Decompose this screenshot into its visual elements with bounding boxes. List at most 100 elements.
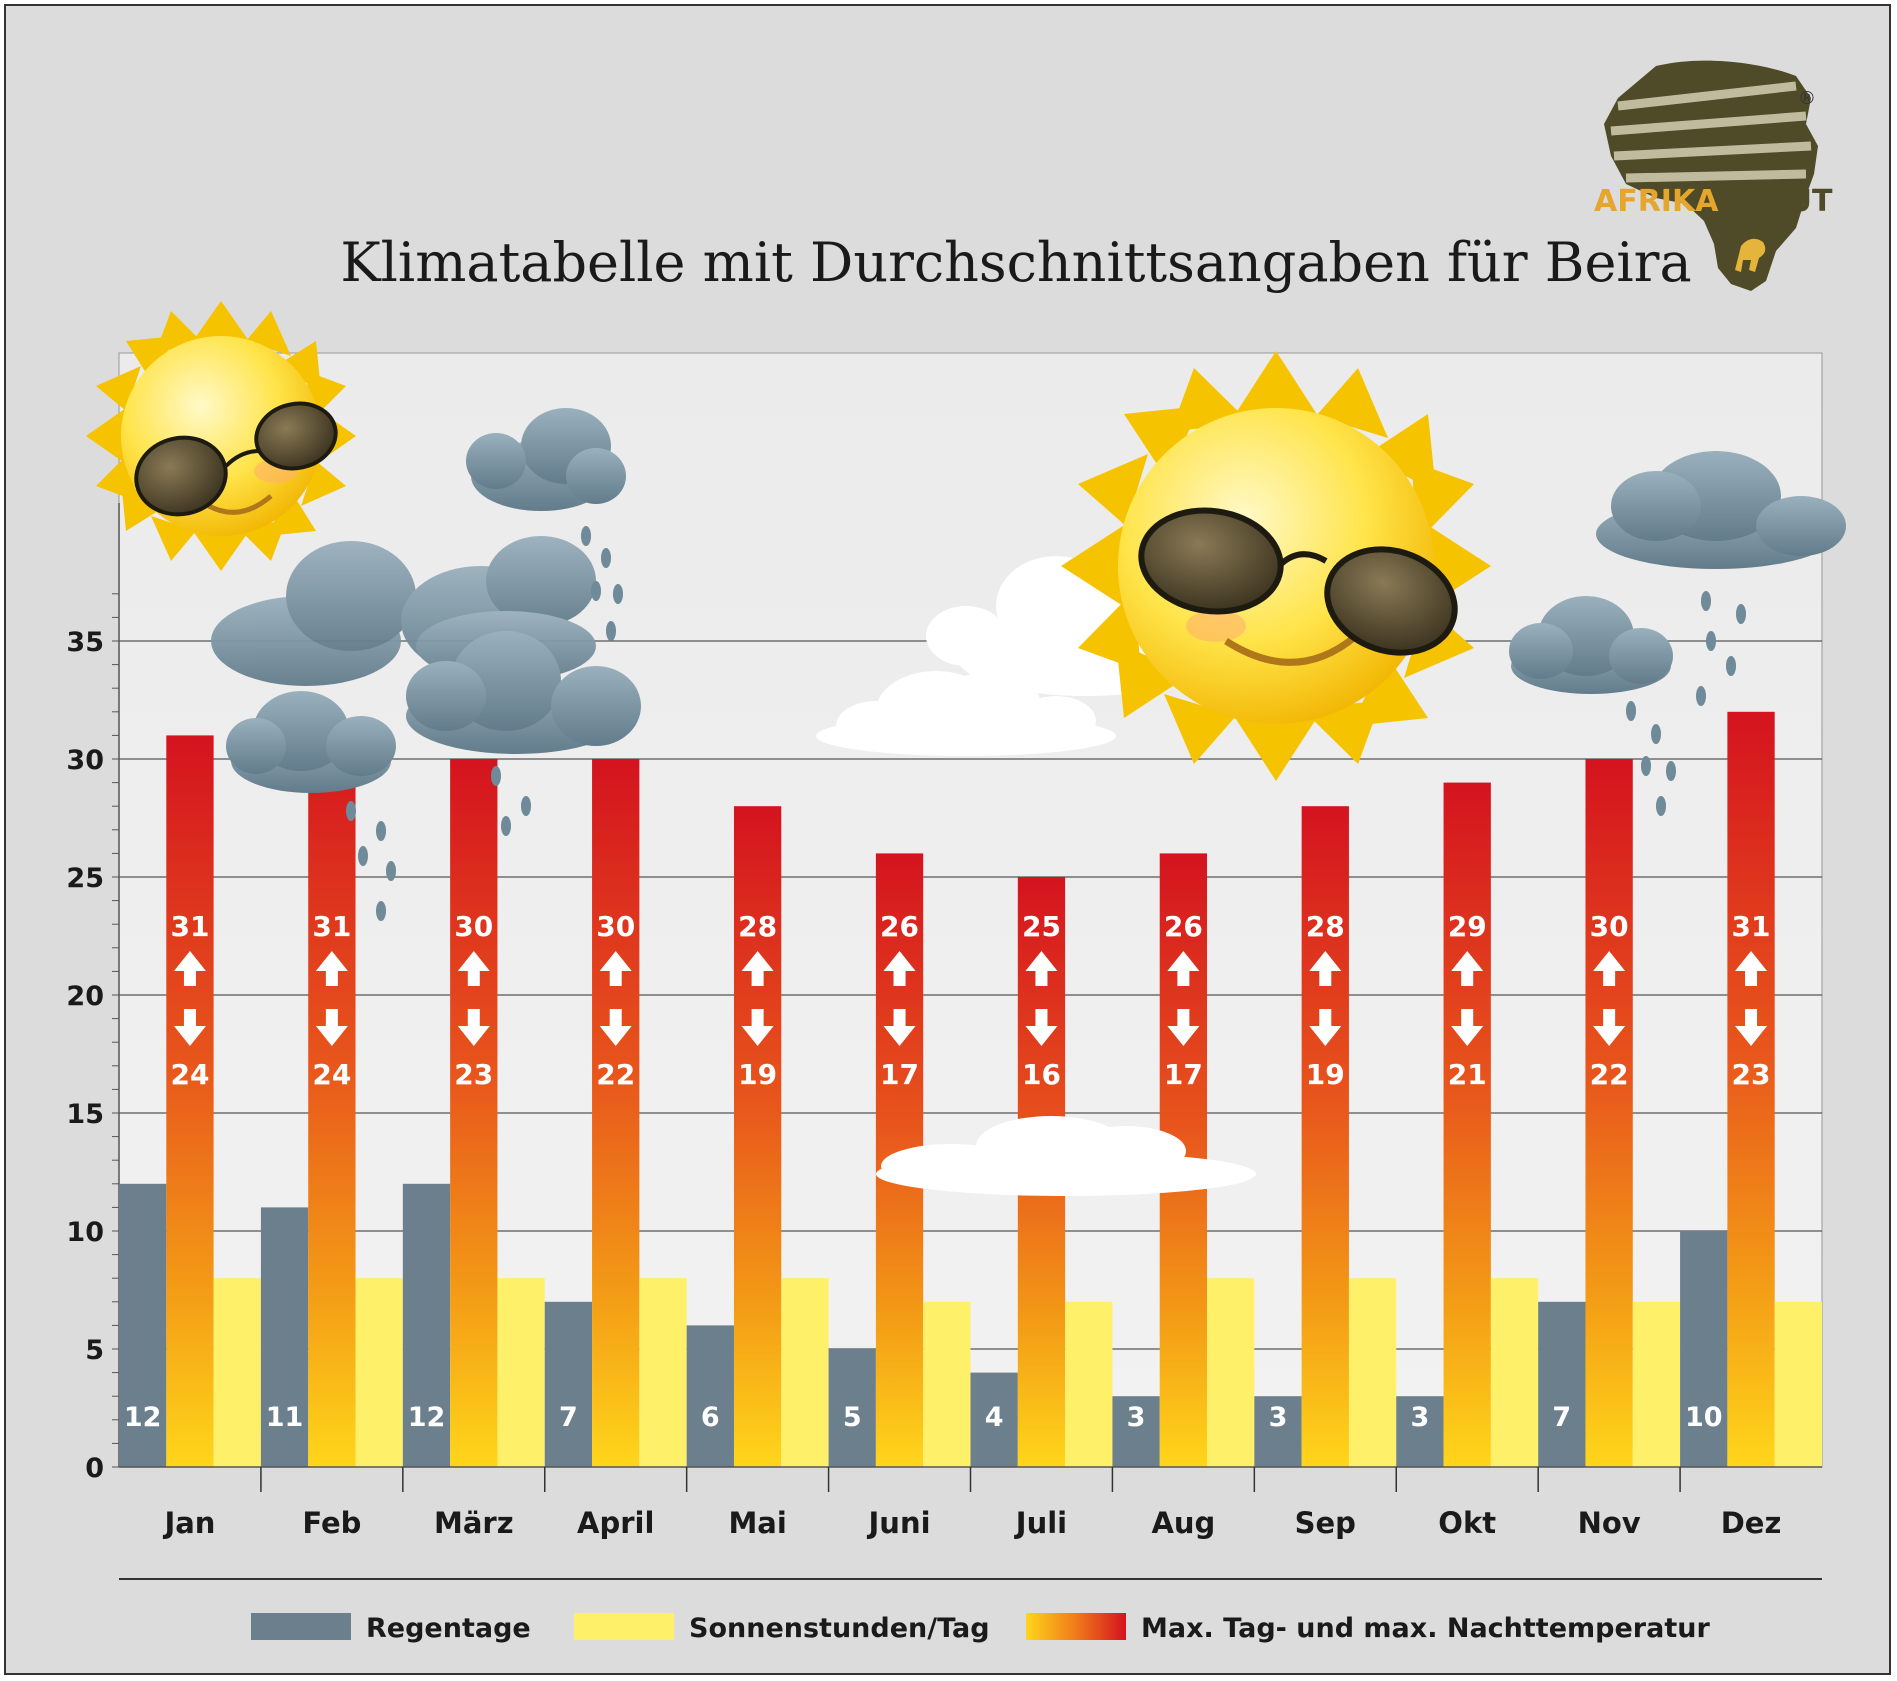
legend: Regentage Sonnenstunden/Tag Max. Tag- un… — [251, 1613, 1710, 1644]
temp-day-label: 30 — [596, 910, 635, 943]
sun-with-sunglasses-icon — [86, 301, 356, 571]
bar-rain-days — [1538, 1301, 1586, 1467]
arrow-down-icon — [1451, 1009, 1484, 1046]
bar-temperature — [1443, 782, 1491, 1467]
rain-cloud-icon — [1596, 451, 1846, 569]
x-tick-label: Dez — [1721, 1506, 1782, 1540]
y-tick-label: 0 — [85, 1453, 104, 1484]
bar-sun-hours — [923, 1301, 971, 1467]
legend-label-temp: Max. Tag- und max. Nachttemperatur — [1141, 1613, 1710, 1644]
temp-day-label: 25 — [1022, 910, 1061, 943]
bar-sun-hours — [1490, 1278, 1539, 1467]
rain-cloud-icon — [406, 631, 641, 754]
x-tick-label: Feb — [302, 1506, 361, 1540]
rain-days-label: 3 — [1127, 1402, 1146, 1433]
bar-rain-days — [828, 1349, 876, 1467]
temp-night-label: 21 — [1448, 1058, 1487, 1091]
arrow-down-icon — [315, 1009, 348, 1046]
bar-temperature — [592, 759, 640, 1467]
rain-days-label: 10 — [1685, 1402, 1723, 1433]
y-tick-label: 10 — [66, 1217, 104, 1248]
arrow-up-icon — [883, 951, 916, 986]
y-tick-label: 5 — [85, 1335, 104, 1366]
rain-days-label: 5 — [843, 1402, 862, 1433]
bar-rain-days — [402, 1183, 451, 1467]
chart-canvas: Klimatabelle mit Durchschnittsangaben fü… — [66, 60, 1846, 1644]
arrow-up-icon — [1167, 951, 1200, 986]
arrow-down-icon — [173, 1009, 206, 1046]
temp-night-label: 17 — [880, 1058, 919, 1091]
x-axis: Jan Feb März April Mai Juni Juli Aug Sep Okt Nov De… — [119, 1466, 1822, 1540]
bar-rain-days — [1112, 1396, 1160, 1467]
rain-days-label: 11 — [266, 1402, 304, 1433]
x-tick-label: März — [434, 1506, 514, 1540]
sun-with-sunglasses-icon — [1061, 351, 1491, 781]
temp-day-label: 31 — [1732, 910, 1771, 943]
x-tick-label: Sep — [1295, 1506, 1356, 1540]
temp-night-label: 19 — [738, 1058, 777, 1091]
y-axis-minor-ticks — [112, 593, 119, 1468]
bar-rain-days — [260, 1207, 309, 1467]
temp-day-label: 28 — [1306, 910, 1345, 943]
arrow-down-icon — [1309, 1009, 1342, 1046]
bar-sun-hours — [781, 1278, 829, 1467]
arrow-down-icon — [1593, 1009, 1626, 1046]
temp-night-label: 23 — [454, 1058, 493, 1091]
arrow-down-icon — [1025, 1009, 1058, 1046]
x-tick-label: Aug — [1151, 1506, 1215, 1540]
bar-rain-days — [970, 1372, 1018, 1467]
arrow-up-icon — [1025, 951, 1058, 986]
arrow-up-icon — [741, 951, 774, 986]
bar-sun-hours — [355, 1278, 403, 1467]
arrow-down-icon — [1167, 1009, 1200, 1046]
legend-swatch-temp — [1026, 1613, 1126, 1640]
arrow-down-icon — [457, 1009, 490, 1046]
bar-sun-hours — [497, 1278, 545, 1467]
rain-days-label: 7 — [559, 1402, 578, 1433]
temp-day-label: 29 — [1448, 910, 1487, 943]
logo-text-scout: SCOUT — [1718, 184, 1832, 219]
x-tick-label: April — [577, 1506, 654, 1540]
raindrops-icon — [1696, 591, 1746, 706]
temp-day-label: 30 — [1590, 910, 1629, 943]
bar-sun-hours — [1348, 1278, 1397, 1467]
cloud-icon — [816, 671, 1116, 756]
y-tick-label: 25 — [66, 863, 104, 894]
rain-days-label: 12 — [408, 1402, 446, 1433]
bar-rain-days — [544, 1301, 593, 1467]
temp-day-label: 26 — [880, 910, 919, 943]
y-tick-label: 15 — [66, 1099, 104, 1130]
temp-night-label: 23 — [1732, 1058, 1771, 1091]
rain-days-label: 6 — [701, 1402, 720, 1433]
bar-labels: 31 24 12 31 24 11 30 23 12 30 22 7 28 19 6 26 17 5 25 16 4 26… — [124, 910, 1771, 1433]
y-tick-label: 35 — [66, 627, 104, 658]
afrikascout-logo: AFRIKASCOUT ® — [1594, 60, 1833, 291]
temp-day-label: 30 — [454, 910, 493, 943]
legend-swatch-sun — [574, 1613, 674, 1640]
bar-temperature — [1727, 711, 1775, 1467]
arrow-up-icon — [315, 951, 348, 986]
rain-days-label: 7 — [1552, 1402, 1571, 1433]
bar-rain-days — [686, 1325, 734, 1467]
raindrops-icon — [491, 766, 531, 836]
temp-night-label: 17 — [1164, 1058, 1203, 1091]
arrow-up-icon — [599, 951, 632, 986]
arrow-up-icon — [457, 951, 490, 986]
chart-title: Klimatabelle mit Durchschnittsangaben fü… — [340, 231, 1691, 294]
legend-swatch-rain — [251, 1613, 351, 1640]
rain-days-label: 12 — [124, 1402, 162, 1433]
bar-temperature — [733, 806, 782, 1467]
rain-cloud-icon — [1509, 596, 1673, 694]
raindrops-icon — [1626, 701, 1676, 816]
x-tick-label: Juni — [867, 1506, 931, 1540]
y-tick-label: 30 — [66, 745, 104, 776]
arrow-down-icon — [741, 1009, 774, 1046]
arrow-up-icon — [1309, 951, 1342, 986]
bar-temperature — [450, 759, 498, 1467]
legend-label-sun: Sonnenstunden/Tag — [689, 1613, 990, 1644]
arrow-down-icon — [883, 1009, 916, 1046]
logo-text-afrika: AFRIKA — [1594, 184, 1719, 219]
arrow-up-icon — [1451, 951, 1484, 986]
bar-temperature — [308, 735, 356, 1467]
temp-night-label: 22 — [596, 1058, 635, 1091]
